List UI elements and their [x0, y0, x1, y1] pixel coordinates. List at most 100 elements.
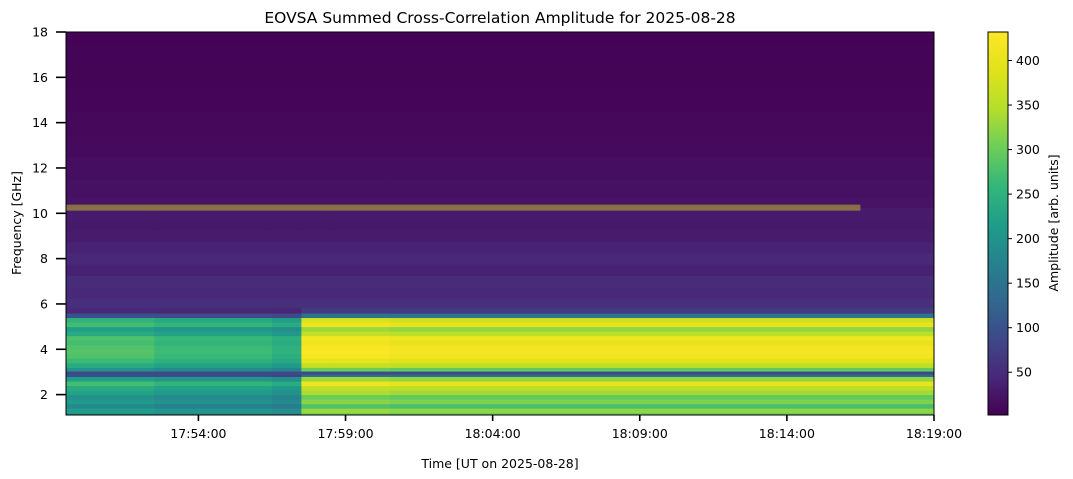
heatmap-cell [66, 322, 155, 328]
heatmap-cell [154, 403, 273, 409]
heatmap-cell [66, 298, 155, 308]
heatmap-cell [330, 275, 391, 288]
heatmap-cell [66, 394, 155, 400]
heatmap-cell [271, 156, 302, 180]
heatmap-cell [271, 218, 302, 231]
heatmap-cell [271, 88, 302, 112]
heatmap-cell [154, 399, 273, 405]
heatmap-cell [66, 65, 155, 90]
heatmap-cell [271, 207, 302, 220]
heatmap-cell [66, 399, 155, 405]
colorbar [987, 31, 1009, 416]
heatmap-cell [271, 412, 302, 416]
heatmap-cell [330, 43, 391, 67]
heatmap-cell [389, 349, 935, 355]
heatmap-cell [271, 358, 302, 364]
heatmap-cell [66, 349, 155, 355]
heatmap-cell [301, 241, 332, 254]
heatmap-cell [271, 326, 302, 332]
y-tick-label: 18 [32, 25, 48, 40]
heatmap-cell [389, 317, 935, 323]
heatmap-cell [271, 65, 302, 90]
heatmap-cell [301, 326, 332, 332]
heatmap-cell [271, 322, 302, 328]
heatmap-cell [389, 230, 935, 243]
heatmap-cell [66, 43, 155, 67]
heatmap-cell [301, 349, 332, 355]
heatmap-cell [301, 331, 332, 337]
heatmap-cell [154, 340, 273, 346]
heatmap-cell [389, 65, 935, 90]
heatmap-cell [66, 156, 155, 180]
heatmap-cell [389, 340, 935, 346]
heatmap-cell [330, 376, 391, 382]
heatmap-cell [271, 313, 302, 319]
heatmap-cell [301, 133, 332, 158]
heatmap-cell [301, 362, 332, 368]
heatmap-cell [271, 349, 302, 355]
rfi-band [66, 204, 861, 211]
y-tick-label: 2 [40, 387, 48, 402]
heatmap-cell [301, 156, 332, 180]
heatmap-cell [66, 111, 155, 135]
heatmap-cell [301, 88, 332, 112]
heatmap-cell [301, 335, 332, 341]
heatmap-cell [154, 133, 273, 158]
heatmap-cell [330, 133, 391, 158]
heatmap-cell [301, 179, 332, 197]
heatmap-cell [301, 32, 332, 44]
heatmap-cell [389, 344, 935, 350]
heatmap-cell [154, 322, 273, 328]
heatmap-cell [330, 179, 391, 197]
heatmap-cell [330, 230, 391, 243]
heatmap-cell [301, 264, 332, 277]
heatmap-cell [271, 344, 302, 350]
heatmap-cell [301, 376, 332, 382]
x-tick-label: 17:59:00 [317, 426, 373, 441]
heatmap-cell [271, 390, 302, 396]
y-axis-label: Frequency [GHz] [9, 171, 24, 275]
heatmap-cell [330, 340, 391, 346]
colorbar-tick-label: 50 [1016, 365, 1032, 380]
heatmap-cell [271, 252, 302, 265]
heatmap-cell [389, 179, 935, 197]
heatmap-cell [271, 111, 302, 135]
heatmap-cell [154, 313, 273, 319]
heatmap-cell [389, 390, 935, 396]
heatmap-cell [301, 298, 332, 308]
heatmap-cell [154, 362, 273, 368]
chart-title: EOVSA Summed Cross-Correlation Amplitude… [264, 9, 735, 27]
heatmap-cell [271, 340, 302, 346]
heatmap-cell [389, 358, 935, 364]
heatmap-cell [330, 313, 391, 319]
heatmap-cell [389, 156, 935, 180]
heatmap-cell [66, 358, 155, 364]
heatmap-cell [389, 376, 935, 382]
heatmap-cell [330, 344, 391, 350]
heatmap-cell [271, 353, 302, 359]
heatmap-cell [271, 264, 302, 277]
heatmap-cell [271, 230, 302, 243]
heatmap-cell [301, 322, 332, 328]
heatmap-cell [66, 335, 155, 341]
heatmap-cell [301, 307, 332, 314]
heatmap-cell [271, 399, 302, 405]
heatmap-cell [389, 335, 935, 341]
x-tick-label: 18:09:00 [612, 426, 668, 441]
heatmap-cell [271, 275, 302, 288]
heatmap-cell [154, 275, 273, 288]
y-tick-label: 4 [40, 342, 48, 357]
heatmap-cell [389, 394, 935, 400]
y-tick-label: 8 [40, 251, 48, 266]
heatmap-cell [330, 252, 391, 265]
heatmap-cell [389, 313, 935, 319]
heatmap-cell [271, 376, 302, 382]
heatmap-cell [66, 385, 155, 391]
heatmap-cell [301, 111, 332, 135]
heatmap-cell [330, 156, 391, 180]
heatmap-cell [389, 88, 935, 112]
heatmap-cell [154, 326, 273, 332]
heatmap-cell [271, 381, 302, 387]
y-tick-label: 10 [32, 206, 48, 221]
